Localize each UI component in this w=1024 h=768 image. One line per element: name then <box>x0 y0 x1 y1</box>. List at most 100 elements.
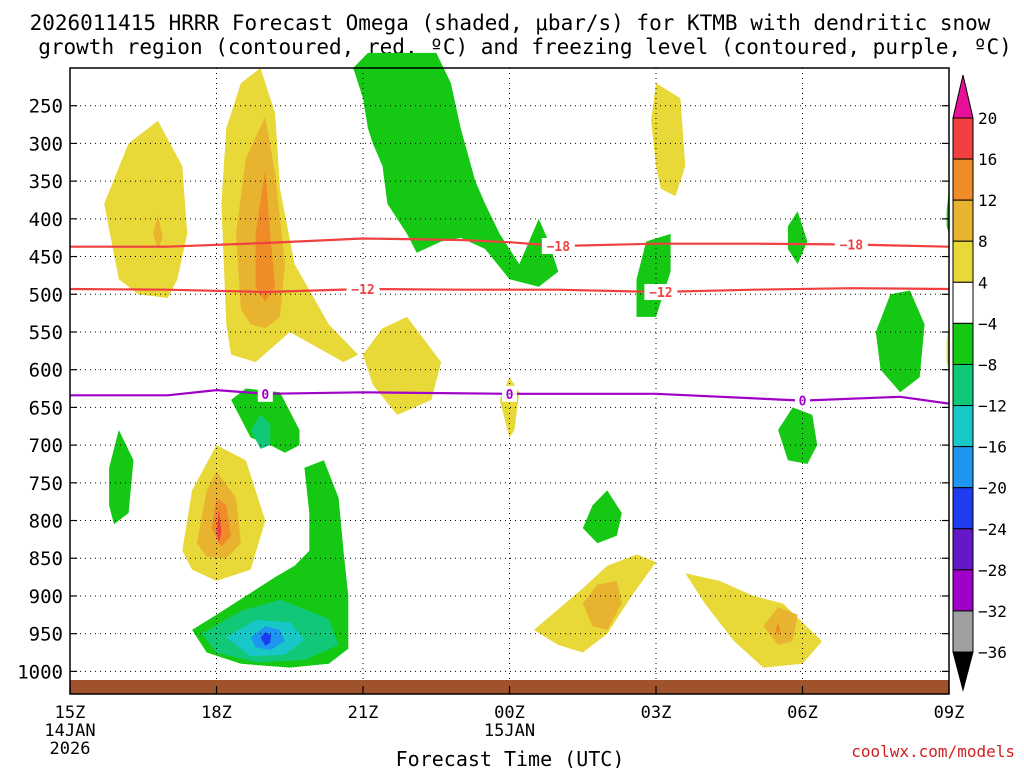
colorbar-segment-10 <box>952 528 974 571</box>
x-tick-label-00Z: 00Z <box>494 703 525 723</box>
colorbar-segment-12 <box>952 610 974 653</box>
colorbar-segment-3 <box>952 240 974 283</box>
colorbar-label-7: −12 <box>978 397 1007 416</box>
yellow-column-03z <box>651 83 686 197</box>
colorbar-segment-6 <box>952 363 974 407</box>
contour-label-bg-2 <box>346 280 380 297</box>
colorbar-bottom-tip <box>952 651 974 692</box>
x-tick-label-06Z: 06Z <box>787 703 818 723</box>
colorbar-label-2: 12 <box>978 191 997 210</box>
y-tick-label-500: 500 <box>29 284 63 306</box>
colorbar-segment-7 <box>952 405 974 448</box>
red-contour-minus-18 <box>70 237 950 248</box>
gold-lowlevel-0130z <box>582 580 622 630</box>
y-tick-label-300: 300 <box>29 133 63 155</box>
contour-label-2: −12 <box>351 283 374 298</box>
orange-column-18z <box>255 169 276 302</box>
colorbar-segment-4 <box>952 281 974 324</box>
contour-label-bg-6 <box>795 392 810 409</box>
x-tick-label-15Z: 15Z <box>55 703 86 723</box>
y-tick-label-350: 350 <box>29 171 63 193</box>
colorbar-label-4: 4 <box>978 273 988 292</box>
colorbar-label-8: −16 <box>978 438 1007 457</box>
colorbar-segment-0 <box>952 117 974 160</box>
green-blob-0100z <box>582 490 622 544</box>
colorbar-segment-2 <box>952 199 974 242</box>
colorbar-segment-9 <box>952 487 974 530</box>
colorbar: 20 16 12 8 4 −4 −8 −12 −16 −20 −24 −28 −32 −36 <box>952 74 1007 692</box>
y-tick-label-1000: 1000 <box>17 661 63 683</box>
green-blob-0430z <box>787 211 808 265</box>
y-tick-label-600: 600 <box>29 360 63 382</box>
y-tick-label-950: 950 <box>29 624 63 646</box>
y-tick-label-450: 450 <box>29 247 63 269</box>
contour-label-5: 0 <box>506 388 514 403</box>
y-tick-label-250: 250 <box>29 96 63 118</box>
green-region-early <box>109 430 134 525</box>
y-tick-label-550: 550 <box>29 322 63 344</box>
colorbar-label-6: −8 <box>978 355 997 374</box>
colorbar-label-13: −36 <box>978 643 1007 662</box>
yellow-region-early <box>104 120 188 298</box>
colorbar-segment-8 <box>952 446 974 489</box>
colorbar-label-10: −24 <box>978 520 1007 539</box>
contour-labels: −18 −18 −12 −12 0 0 0 <box>257 236 868 410</box>
contour-label-bg-4 <box>257 385 273 402</box>
orange-lowlevel-0430z <box>775 622 781 636</box>
y-tick-label-800: 800 <box>29 511 63 533</box>
x-tick-label-03Z: 03Z <box>641 703 672 723</box>
green-column-2130z <box>353 52 559 287</box>
blue-lowlevel-19z <box>260 632 272 646</box>
y-tick-label-700: 700 <box>29 435 63 457</box>
green-blob-0430z-low <box>778 407 818 464</box>
colorbar-label-1: 16 <box>978 150 997 169</box>
contour-label-6: 0 <box>799 395 807 410</box>
red-lowlevel-18z <box>216 509 222 544</box>
y-tick-label-650: 650 <box>29 397 63 419</box>
contour-label-1: −18 <box>840 238 864 253</box>
y-tick-label-400: 400 <box>29 209 63 231</box>
x-tick-year-15Z: 2026 <box>50 739 91 759</box>
x-axis-label: Forecast Time (UTC) <box>396 747 625 768</box>
y-tick-label-750: 750 <box>29 473 63 495</box>
gold-lowlevel-0430z <box>763 607 798 645</box>
contour-label-bg-3 <box>644 284 678 301</box>
temperature-contours <box>69 237 950 405</box>
colorbar-segment-1 <box>952 158 974 201</box>
contour-label-0: −18 <box>547 240 571 255</box>
red-contour-minus-12 <box>69 287 950 294</box>
chart-title-line2: growth region (contoured, red, ºC) and f… <box>38 35 1012 59</box>
x-tick-label-09Z: 09Z <box>934 703 965 723</box>
contour-label-bg-5 <box>502 385 517 402</box>
orange-lowlevel-18z <box>211 497 232 547</box>
x-tick-label-21Z: 21Z <box>348 703 379 723</box>
yellow-lowlevel-0430z <box>685 573 822 668</box>
omega-shaded-regions <box>104 52 949 668</box>
contour-label-bg-0 <box>541 237 575 254</box>
green-blob-0730z <box>875 290 925 393</box>
colorbar-label-5: −4 <box>978 314 997 333</box>
colorbar-segment-5 <box>952 322 974 365</box>
purple-freezing-level-0 <box>70 389 950 405</box>
colorbar-label-11: −28 <box>978 561 1007 580</box>
contour-label-4: 0 <box>261 388 269 403</box>
y-axis-ticks: 250 300 350 400 450 500 550 600 650 700 750 800 850 9… <box>17 96 949 683</box>
colorbar-label-3: 8 <box>978 232 988 251</box>
colorbar-label-12: −32 <box>978 602 1007 621</box>
colorbar-label-0: 20 <box>978 109 997 128</box>
gold-region-early <box>153 215 163 249</box>
colorbar-segment-11 <box>952 569 974 612</box>
contour-label-bg-1 <box>834 236 868 253</box>
y-tick-label-900: 900 <box>29 586 63 608</box>
yellow-blob-2130z <box>363 316 442 415</box>
contour-label-3: −12 <box>649 286 672 301</box>
x-tick-label-18Z: 18Z <box>201 703 232 723</box>
teal-region-19z <box>250 414 271 449</box>
colorbar-label-9: −20 <box>978 479 1007 498</box>
green-blob-03z <box>636 233 671 317</box>
x-tick-sublabel-15Z: 14JAN <box>44 721 95 741</box>
credit-text: coolwx.com/models <box>851 742 1015 761</box>
y-tick-label-850: 850 <box>29 548 63 570</box>
